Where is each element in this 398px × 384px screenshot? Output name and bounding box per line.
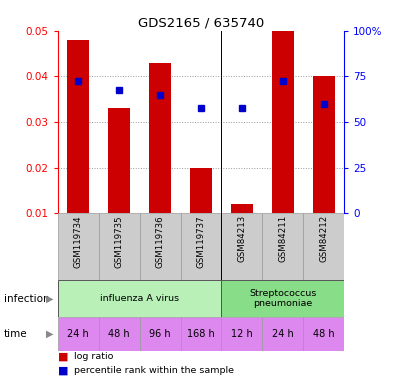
Text: log ratio: log ratio: [74, 352, 113, 361]
Text: GSM84212: GSM84212: [319, 215, 328, 262]
Bar: [149, 63, 171, 213]
Bar: [181, 213, 221, 280]
Text: 24 h: 24 h: [67, 329, 89, 339]
Bar: [312, 76, 335, 213]
Bar: [190, 167, 212, 213]
Bar: [303, 213, 344, 280]
Bar: [262, 213, 303, 280]
Title: GDS2165 / 635740: GDS2165 / 635740: [138, 17, 264, 30]
Bar: [262, 317, 303, 351]
Bar: [58, 213, 99, 280]
Text: influenza A virus: influenza A virus: [100, 294, 179, 303]
Bar: [181, 317, 221, 351]
Bar: [58, 280, 221, 317]
Text: infection: infection: [4, 293, 50, 304]
Bar: [67, 40, 90, 213]
Text: Streptococcus
pneumoniae: Streptococcus pneumoniae: [249, 289, 316, 308]
Text: GSM119737: GSM119737: [197, 215, 205, 268]
Bar: [221, 317, 262, 351]
Text: ▶: ▶: [46, 293, 53, 304]
Bar: [303, 317, 344, 351]
Text: 24 h: 24 h: [272, 329, 294, 339]
Text: 48 h: 48 h: [313, 329, 335, 339]
Text: 96 h: 96 h: [149, 329, 171, 339]
Bar: [140, 213, 181, 280]
Text: GSM84211: GSM84211: [278, 215, 287, 262]
Bar: [99, 317, 140, 351]
Text: 168 h: 168 h: [187, 329, 215, 339]
Text: ■: ■: [58, 366, 68, 376]
Text: ■: ■: [58, 351, 68, 361]
Bar: [99, 213, 140, 280]
Text: time: time: [4, 329, 27, 339]
Bar: [231, 204, 253, 213]
Text: GSM119734: GSM119734: [74, 215, 83, 268]
Text: 48 h: 48 h: [108, 329, 130, 339]
Text: percentile rank within the sample: percentile rank within the sample: [74, 366, 234, 376]
Bar: [108, 108, 131, 213]
Bar: [221, 280, 344, 317]
Text: 12 h: 12 h: [231, 329, 253, 339]
Text: ▶: ▶: [46, 329, 53, 339]
Text: GSM119735: GSM119735: [115, 215, 124, 268]
Text: GSM119736: GSM119736: [156, 215, 164, 268]
Bar: [271, 31, 294, 213]
Bar: [140, 317, 181, 351]
Bar: [221, 213, 262, 280]
Text: GSM84213: GSM84213: [238, 215, 246, 262]
Bar: [58, 317, 99, 351]
